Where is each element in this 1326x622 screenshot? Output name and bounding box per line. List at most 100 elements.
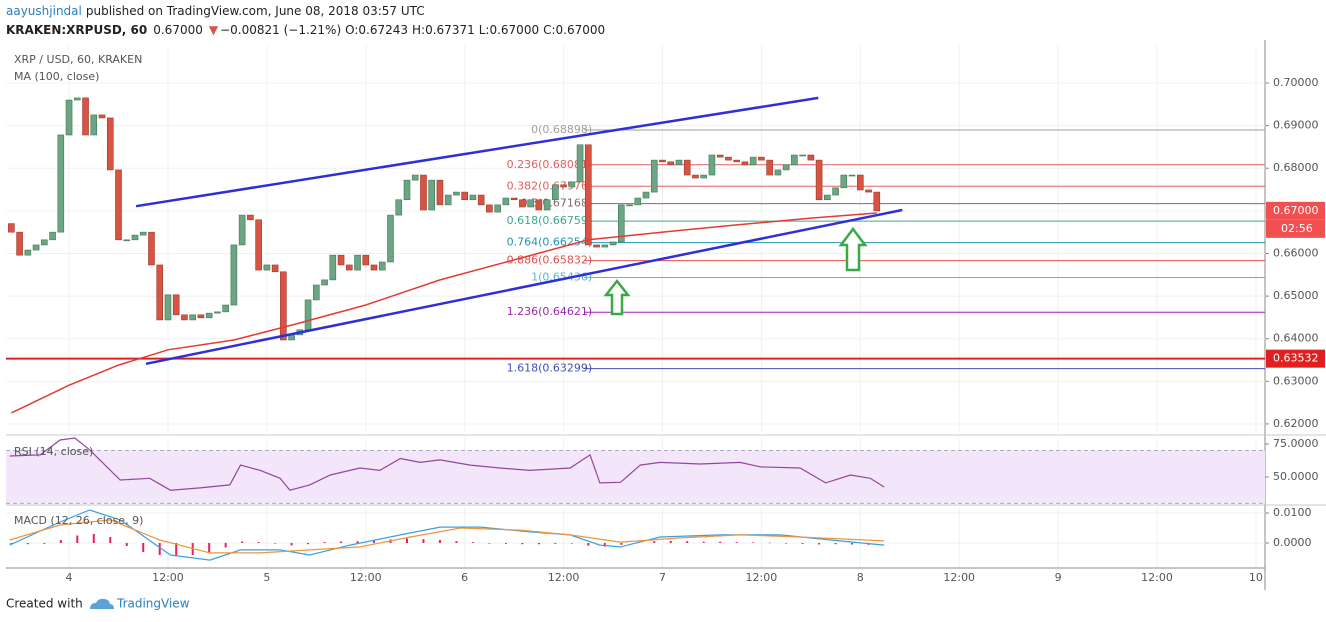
macd-histogram-bar (109, 537, 112, 543)
candle (758, 156, 765, 161)
footer-brand[interactable]: TradingView (116, 597, 190, 611)
x-tick-label: 12:00 (350, 571, 382, 584)
candle (725, 156, 732, 161)
candle (634, 197, 642, 206)
candle (815, 159, 823, 201)
candle (428, 179, 436, 211)
macd-histogram-bar (785, 543, 788, 544)
author[interactable]: aayushjindal (6, 4, 82, 18)
candle (444, 194, 452, 206)
candle (807, 154, 815, 161)
y-tick-label: 0.0100 (1273, 506, 1312, 519)
macd-histogram-bar (752, 542, 755, 543)
candle (510, 197, 518, 201)
macd-histogram-bar (422, 539, 425, 543)
candle (733, 159, 740, 163)
candle (329, 254, 337, 281)
fib-label: 0(0.68898) (531, 123, 592, 136)
candle (832, 187, 839, 196)
macd-histogram-bar (438, 540, 441, 543)
x-tick-label: 5 (263, 571, 270, 584)
header-line: aayushjindal published on TradingView.com… (6, 4, 425, 18)
macd-histogram-bar (504, 543, 507, 544)
candle (230, 244, 238, 306)
candle (337, 254, 345, 266)
candle (593, 244, 600, 248)
candle (585, 144, 592, 246)
candle (873, 191, 881, 212)
symbol: KRAKEN:XRPUSD, 60 (6, 23, 147, 37)
candle (354, 254, 361, 271)
signal-arrows (603, 226, 868, 316)
y-tick-label: 50.0000 (1273, 470, 1319, 483)
candle (576, 144, 584, 183)
macd-histogram-bar (587, 543, 590, 546)
candle (453, 191, 460, 196)
pane-subtitle: MA (100, close) (14, 70, 99, 83)
pane-title: RSI (14, close) (14, 445, 93, 458)
x-tick-label: 7 (659, 571, 666, 584)
macd-histogram-bar (537, 543, 540, 545)
candle (8, 223, 15, 233)
candle (411, 174, 419, 181)
macd-histogram-bar (340, 541, 343, 543)
candle (782, 164, 790, 171)
macd-histogram-bar (818, 543, 821, 545)
x-tick-label: 6 (461, 571, 468, 584)
candle (461, 191, 468, 201)
candle (321, 279, 328, 286)
macd-histogram-bar (373, 540, 376, 543)
countdown: 02:56 (1281, 222, 1313, 235)
candle (436, 179, 444, 206)
pane-title: XRP / USD, 60, KRAKEN (14, 53, 142, 66)
candle (865, 189, 872, 193)
macd-histogram-bar (323, 542, 326, 543)
macd-histogram-bar (59, 540, 62, 543)
macd-histogram-bar (521, 543, 524, 545)
macd-histogram-bar (26, 543, 29, 545)
rsi-line (9, 437, 885, 491)
candle (659, 159, 666, 163)
macd-histogram-bar (686, 541, 689, 543)
candle (535, 199, 543, 211)
candle (552, 184, 559, 201)
candle (477, 194, 485, 206)
candle (156, 264, 164, 321)
trend-line (135, 96, 819, 208)
candle (313, 284, 320, 301)
candle (708, 154, 716, 176)
fib-label: 0.886(0.65832) (507, 254, 593, 267)
macd-histogram-bar (274, 543, 277, 544)
y-tick-label: 0.66000 (1273, 246, 1319, 259)
up-arrow (838, 226, 868, 272)
fib-label: 1.236(0.64621) (507, 305, 593, 318)
candle (857, 174, 864, 191)
published: published on TradingView.com, June 08, 2… (86, 4, 425, 18)
up-arrow (603, 278, 631, 316)
y-tick-label: 0.64000 (1273, 332, 1319, 345)
macd-histogram-bar (142, 543, 145, 552)
macd-histogram-bar (570, 543, 573, 544)
x-tick-label: 4 (66, 571, 73, 584)
candle (106, 117, 114, 171)
y-tick-label: 0.68000 (1273, 161, 1319, 174)
candle (683, 159, 691, 176)
macd-histogram-bar (125, 543, 128, 546)
x-tick-label: 9 (1055, 571, 1062, 584)
macd-histogram-bar (76, 535, 79, 543)
macd-histogram-bar (356, 541, 359, 543)
candle (123, 239, 131, 242)
macd-histogram-bar (603, 543, 606, 547)
pane-title: MACD (12, 26, close, 9) (14, 514, 143, 527)
macd-histogram-bar (43, 543, 46, 544)
candle (824, 194, 831, 201)
candle (617, 204, 625, 243)
x-tick-label: 12:00 (152, 571, 184, 584)
y-tick-label: 0.0000 (1273, 536, 1312, 549)
footer-created: Created with (6, 597, 83, 611)
candle (131, 234, 139, 241)
candle (164, 294, 172, 321)
y-tick-label: 0.62000 (1273, 417, 1319, 430)
axis-panel (1265, 40, 1326, 590)
